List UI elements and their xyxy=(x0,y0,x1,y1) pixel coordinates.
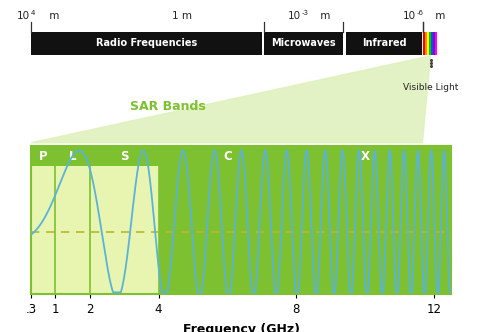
Text: L: L xyxy=(69,149,76,163)
Text: Infrared: Infrared xyxy=(362,38,406,48)
Bar xyxy=(433,32,435,55)
Text: C: C xyxy=(223,149,232,163)
Text: S: S xyxy=(120,149,129,163)
Text: Microwaves: Microwaves xyxy=(271,38,336,48)
Text: Radio Frequencies: Radio Frequencies xyxy=(96,38,197,48)
Bar xyxy=(158,146,296,166)
Text: 10: 10 xyxy=(17,11,30,21)
Bar xyxy=(55,146,90,294)
Bar xyxy=(296,146,451,166)
Text: -3: -3 xyxy=(301,10,309,16)
Bar xyxy=(425,32,427,55)
Text: 4: 4 xyxy=(30,10,35,16)
Bar xyxy=(31,32,262,55)
Text: -6: -6 xyxy=(417,10,424,16)
Bar xyxy=(435,32,437,55)
Text: X: X xyxy=(360,149,370,163)
Bar xyxy=(346,32,422,55)
Bar xyxy=(431,32,433,55)
Bar xyxy=(90,146,158,294)
Bar xyxy=(55,146,90,166)
Bar xyxy=(427,32,429,55)
Text: m: m xyxy=(317,11,330,21)
Bar xyxy=(31,146,55,166)
Bar xyxy=(90,146,158,166)
Text: 1 m: 1 m xyxy=(172,11,192,21)
Polygon shape xyxy=(31,56,431,143)
Text: m: m xyxy=(46,11,59,21)
Text: m: m xyxy=(432,11,445,21)
Text: 10: 10 xyxy=(288,11,301,21)
Text: 10: 10 xyxy=(403,11,416,21)
Bar xyxy=(264,32,343,55)
Text: Visible Light: Visible Light xyxy=(403,83,458,92)
X-axis label: Frequency (GHz): Frequency (GHz) xyxy=(183,323,300,332)
Bar xyxy=(429,32,431,55)
Bar xyxy=(31,146,55,294)
Bar xyxy=(296,146,451,294)
Bar xyxy=(158,146,296,294)
Text: SAR Bands: SAR Bands xyxy=(130,100,206,113)
Text: P: P xyxy=(39,149,48,163)
Bar xyxy=(423,32,425,55)
